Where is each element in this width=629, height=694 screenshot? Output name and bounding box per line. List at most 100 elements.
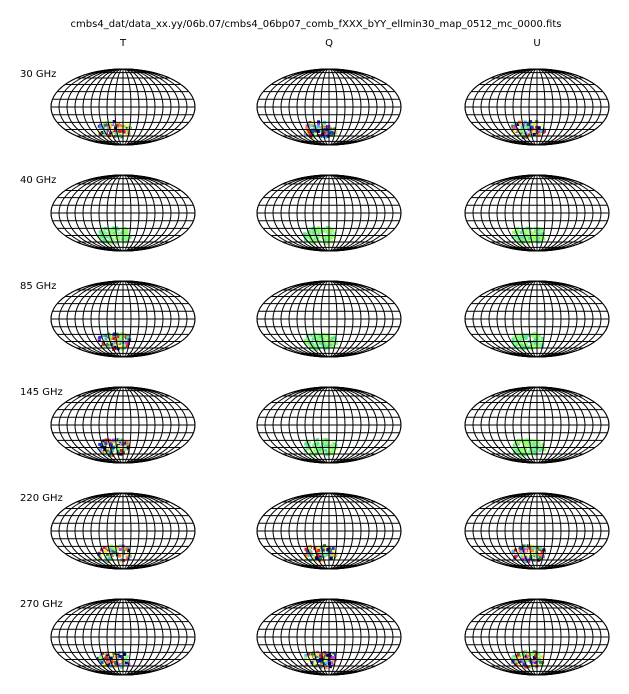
map-pixel <box>308 341 312 345</box>
map-pixel <box>331 450 335 454</box>
map-pixel <box>314 660 318 664</box>
map-pixel <box>528 236 532 240</box>
map-pixel <box>97 552 101 556</box>
map-pixel <box>314 559 318 563</box>
map-pixel <box>519 439 523 443</box>
map-pixel <box>109 443 113 447</box>
map-border <box>464 174 610 252</box>
map-pixel <box>520 449 524 453</box>
map-pixel <box>318 555 322 559</box>
map-pixel <box>317 123 320 127</box>
map-pixel <box>521 338 525 342</box>
map-pixel <box>102 439 106 443</box>
map-pixel <box>308 654 312 658</box>
row-label: 220 GHz <box>20 493 63 504</box>
map-pixel <box>519 241 522 245</box>
map-pixel <box>329 655 333 659</box>
map-pixel <box>109 229 113 233</box>
map <box>256 68 402 146</box>
map-pixel <box>321 652 324 656</box>
map-pixel <box>109 656 113 660</box>
map-pixel <box>530 333 534 337</box>
map-pixel <box>106 123 110 127</box>
map-pixel <box>118 548 122 551</box>
map-pixel <box>324 334 328 338</box>
map-pixel <box>99 124 103 128</box>
map-pixel <box>101 334 105 338</box>
map-pixel <box>321 135 325 139</box>
map-border <box>256 386 402 464</box>
map-pixel <box>527 440 531 444</box>
map <box>50 280 196 358</box>
map-pixel <box>308 546 311 550</box>
map-pixel <box>529 135 533 138</box>
map-pixel <box>103 122 107 126</box>
map-pixel <box>329 232 333 236</box>
map-pixel <box>331 341 335 344</box>
map-border <box>256 598 402 676</box>
map-pixel <box>125 338 129 342</box>
map-pixel <box>534 453 538 457</box>
map-pixel <box>331 131 335 135</box>
map-pixel <box>112 659 116 663</box>
map-pixel <box>530 231 534 235</box>
map-pixel <box>330 444 334 448</box>
map-pixel <box>522 653 526 656</box>
map-pixel <box>524 654 528 658</box>
map-pixel <box>534 451 538 455</box>
map-pixel <box>520 344 524 347</box>
map-pixel <box>116 656 120 660</box>
map-pixel <box>316 442 320 446</box>
map-pixel <box>541 234 545 238</box>
map-pixel <box>329 342 333 346</box>
map-pixel <box>305 125 309 129</box>
map-pixel <box>322 438 326 441</box>
map-pixel <box>307 342 311 346</box>
map-pixel <box>534 654 538 658</box>
map-pixel <box>323 659 327 663</box>
map-pixel <box>122 234 126 238</box>
map-pixel <box>114 125 117 129</box>
map-pixel <box>116 450 120 454</box>
map-pixel <box>120 347 124 351</box>
map-pixel <box>522 450 526 454</box>
map-pixel <box>541 123 544 127</box>
map-pixel <box>533 439 537 443</box>
map-pixel <box>316 125 320 129</box>
map-pixel <box>117 339 120 343</box>
map-pixel <box>126 553 130 557</box>
map-pixel <box>108 341 112 344</box>
map-pixel <box>303 338 307 342</box>
map-pixel <box>112 129 116 133</box>
map-pixel <box>530 553 534 557</box>
map-pixel <box>106 126 110 130</box>
map-pixel <box>514 334 518 338</box>
map-pixel <box>102 345 105 349</box>
map-pixel <box>318 338 322 342</box>
map-pixel <box>538 230 542 234</box>
map-pixel <box>98 335 102 339</box>
map-pixel <box>316 660 320 663</box>
map-pixel <box>123 228 126 232</box>
row-label: 85 GHz <box>20 281 56 292</box>
map-pixel <box>103 450 107 454</box>
map-pixel <box>331 447 334 451</box>
map-pixel <box>325 129 329 133</box>
map-pixel <box>536 341 540 345</box>
map-pixel <box>323 654 327 658</box>
map-pixel <box>307 440 311 444</box>
map-pixel <box>322 123 326 127</box>
map-pixel <box>109 440 113 443</box>
map-pixel <box>118 338 122 342</box>
map-pixel <box>116 123 120 127</box>
map-pixel <box>540 655 544 659</box>
map-pixel <box>512 130 516 134</box>
map-pixel <box>539 556 542 560</box>
map-pixel <box>511 341 515 345</box>
map-pixel <box>520 555 524 559</box>
map-pixel <box>104 337 108 341</box>
map-pixel <box>117 335 121 339</box>
map-pixel <box>516 123 520 126</box>
map-pixel <box>305 658 309 662</box>
map-pixel <box>541 338 544 342</box>
